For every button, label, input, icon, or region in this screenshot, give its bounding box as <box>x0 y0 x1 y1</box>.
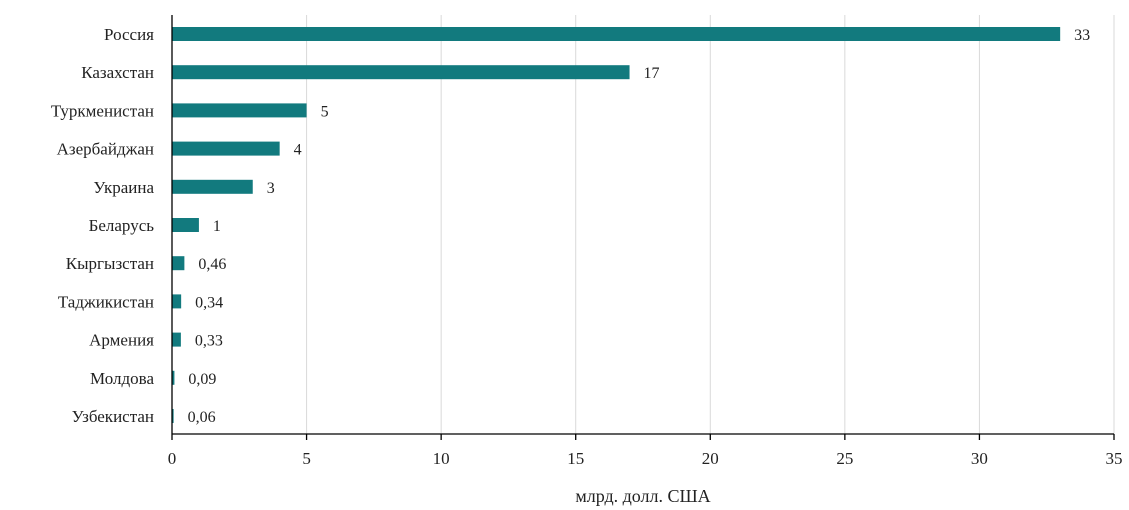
x-tick-label: 30 <box>971 449 988 468</box>
bar-10 <box>172 409 174 423</box>
bar-7 <box>172 294 182 309</box>
x-tick-label: 25 <box>836 449 853 468</box>
category-label: Армения <box>89 331 154 350</box>
category-label: Таджикистан <box>58 292 154 311</box>
bar-1 <box>172 65 630 80</box>
category-labels: Россия Казахстан Туркменистан Азербайджан Ук… <box>51 25 155 426</box>
data-label: 33 <box>1074 27 1090 44</box>
x-tick-label: 20 <box>702 449 719 468</box>
data-labels: 33 17 5 4 3 1 0,46 0,34 0,33 0,09 0,06 <box>188 27 1091 426</box>
category-label: Беларусь <box>89 216 155 235</box>
category-label: Узбекистан <box>72 407 154 426</box>
data-label: 0,33 <box>195 333 223 350</box>
data-label: 4 <box>294 142 302 159</box>
data-label: 0,46 <box>198 256 226 273</box>
bars <box>172 27 1061 423</box>
data-label: 3 <box>267 180 275 197</box>
x-tick-label: 15 <box>567 449 584 468</box>
data-label: 0,34 <box>195 294 223 311</box>
category-label: Кыргызстан <box>66 254 154 273</box>
bar-0 <box>172 27 1061 41</box>
bar-2 <box>172 103 307 118</box>
bar-5 <box>172 218 199 232</box>
axes: 0 5 10 15 20 25 30 35 <box>168 15 1123 468</box>
category-label: Туркменистан <box>51 101 154 120</box>
bar-3 <box>172 141 280 156</box>
bar-6 <box>172 256 185 271</box>
x-tick-label: 5 <box>302 449 311 468</box>
data-label: 5 <box>321 103 329 120</box>
bar-9 <box>172 370 175 385</box>
data-label: 1 <box>213 218 221 235</box>
category-label: Украина <box>93 178 154 197</box>
data-label: 0,06 <box>188 409 216 426</box>
category-label: Молдова <box>90 369 154 388</box>
gridlines <box>306 15 1115 434</box>
category-label: Азербайджан <box>57 140 154 159</box>
category-label: Россия <box>104 25 154 44</box>
bar-8 <box>172 332 181 347</box>
bar-4 <box>172 179 253 194</box>
x-tick-label: 10 <box>433 449 450 468</box>
data-label: 17 <box>644 65 660 82</box>
x-axis-title: млрд. долл. США <box>575 486 710 506</box>
x-tick-label: 35 <box>1106 449 1123 468</box>
data-label: 0,09 <box>188 371 216 388</box>
category-label: Казахстан <box>81 63 154 82</box>
x-tick-label: 0 <box>168 449 177 468</box>
